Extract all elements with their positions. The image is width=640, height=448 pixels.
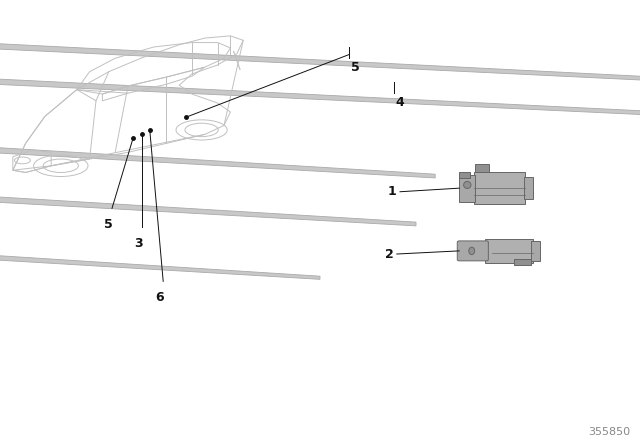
Text: 3: 3 [134,237,143,250]
FancyBboxPatch shape [458,241,488,261]
FancyBboxPatch shape [531,241,540,261]
Polygon shape [0,79,640,115]
Text: 6: 6 [156,291,164,304]
FancyBboxPatch shape [485,238,532,263]
Text: 4: 4 [396,96,404,109]
FancyBboxPatch shape [476,164,489,172]
Text: 5: 5 [104,218,113,231]
FancyBboxPatch shape [460,172,470,178]
Ellipse shape [468,247,475,254]
Text: 2: 2 [385,247,394,261]
FancyBboxPatch shape [460,175,476,202]
FancyBboxPatch shape [474,172,525,204]
Text: 5: 5 [351,61,360,74]
Text: 355850: 355850 [588,427,630,437]
Polygon shape [0,197,416,226]
FancyBboxPatch shape [515,259,531,264]
Ellipse shape [463,181,471,189]
Polygon shape [0,43,640,80]
Polygon shape [0,147,435,178]
FancyBboxPatch shape [524,177,532,199]
Polygon shape [0,255,320,280]
Text: 1: 1 [388,185,397,198]
